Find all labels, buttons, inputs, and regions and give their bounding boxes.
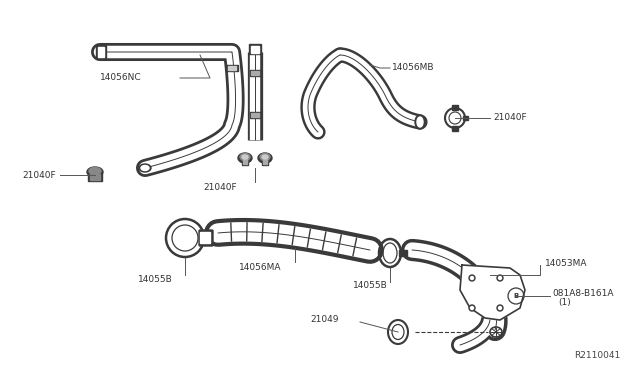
Text: 14055B: 14055B [138,276,172,285]
Ellipse shape [141,166,149,170]
Ellipse shape [262,155,268,159]
Bar [250,112,260,118]
Ellipse shape [89,167,101,174]
Text: 21040F: 21040F [493,113,527,122]
Bar [452,105,458,110]
Bar [228,66,236,70]
Bar [251,71,259,75]
Circle shape [469,305,475,311]
Bar [243,159,247,164]
Ellipse shape [417,117,423,127]
Text: 14053MA: 14053MA [545,259,588,267]
Bar [96,45,106,59]
Bar [452,126,458,131]
Bar [463,116,468,120]
Ellipse shape [415,115,425,129]
Ellipse shape [139,164,151,172]
Bar [262,158,268,165]
Circle shape [469,275,475,281]
Text: 14056MA: 14056MA [239,263,281,272]
Text: 21040F: 21040F [203,183,237,192]
Ellipse shape [240,154,250,160]
FancyBboxPatch shape [199,230,213,246]
Circle shape [497,275,503,281]
Ellipse shape [258,153,272,163]
Bar [249,44,261,54]
Text: B: B [513,293,518,299]
Bar [263,159,267,164]
Text: 14055B: 14055B [353,282,387,291]
Ellipse shape [238,153,252,163]
FancyBboxPatch shape [200,232,211,244]
Text: 14056NC: 14056NC [100,74,141,83]
Circle shape [470,307,474,310]
Ellipse shape [242,155,248,159]
Circle shape [470,276,474,279]
Text: (1): (1) [558,298,571,307]
Text: 21040F: 21040F [22,170,56,180]
Ellipse shape [260,154,270,160]
Bar [88,173,102,181]
Bar [90,174,100,180]
Circle shape [497,305,503,311]
Circle shape [499,276,502,279]
Bar [242,158,248,165]
Circle shape [499,307,502,310]
Polygon shape [460,265,525,320]
Bar [251,113,259,117]
Bar [98,47,104,57]
Bar [399,250,407,256]
Bar [251,46,259,53]
Text: 14056MB: 14056MB [392,64,435,73]
Text: R2110041: R2110041 [573,351,620,360]
Ellipse shape [87,167,103,177]
Text: 21049: 21049 [310,315,339,324]
Text: 081A8-B161A: 081A8-B161A [552,289,614,298]
Bar [226,65,238,71]
Bar [250,70,260,76]
